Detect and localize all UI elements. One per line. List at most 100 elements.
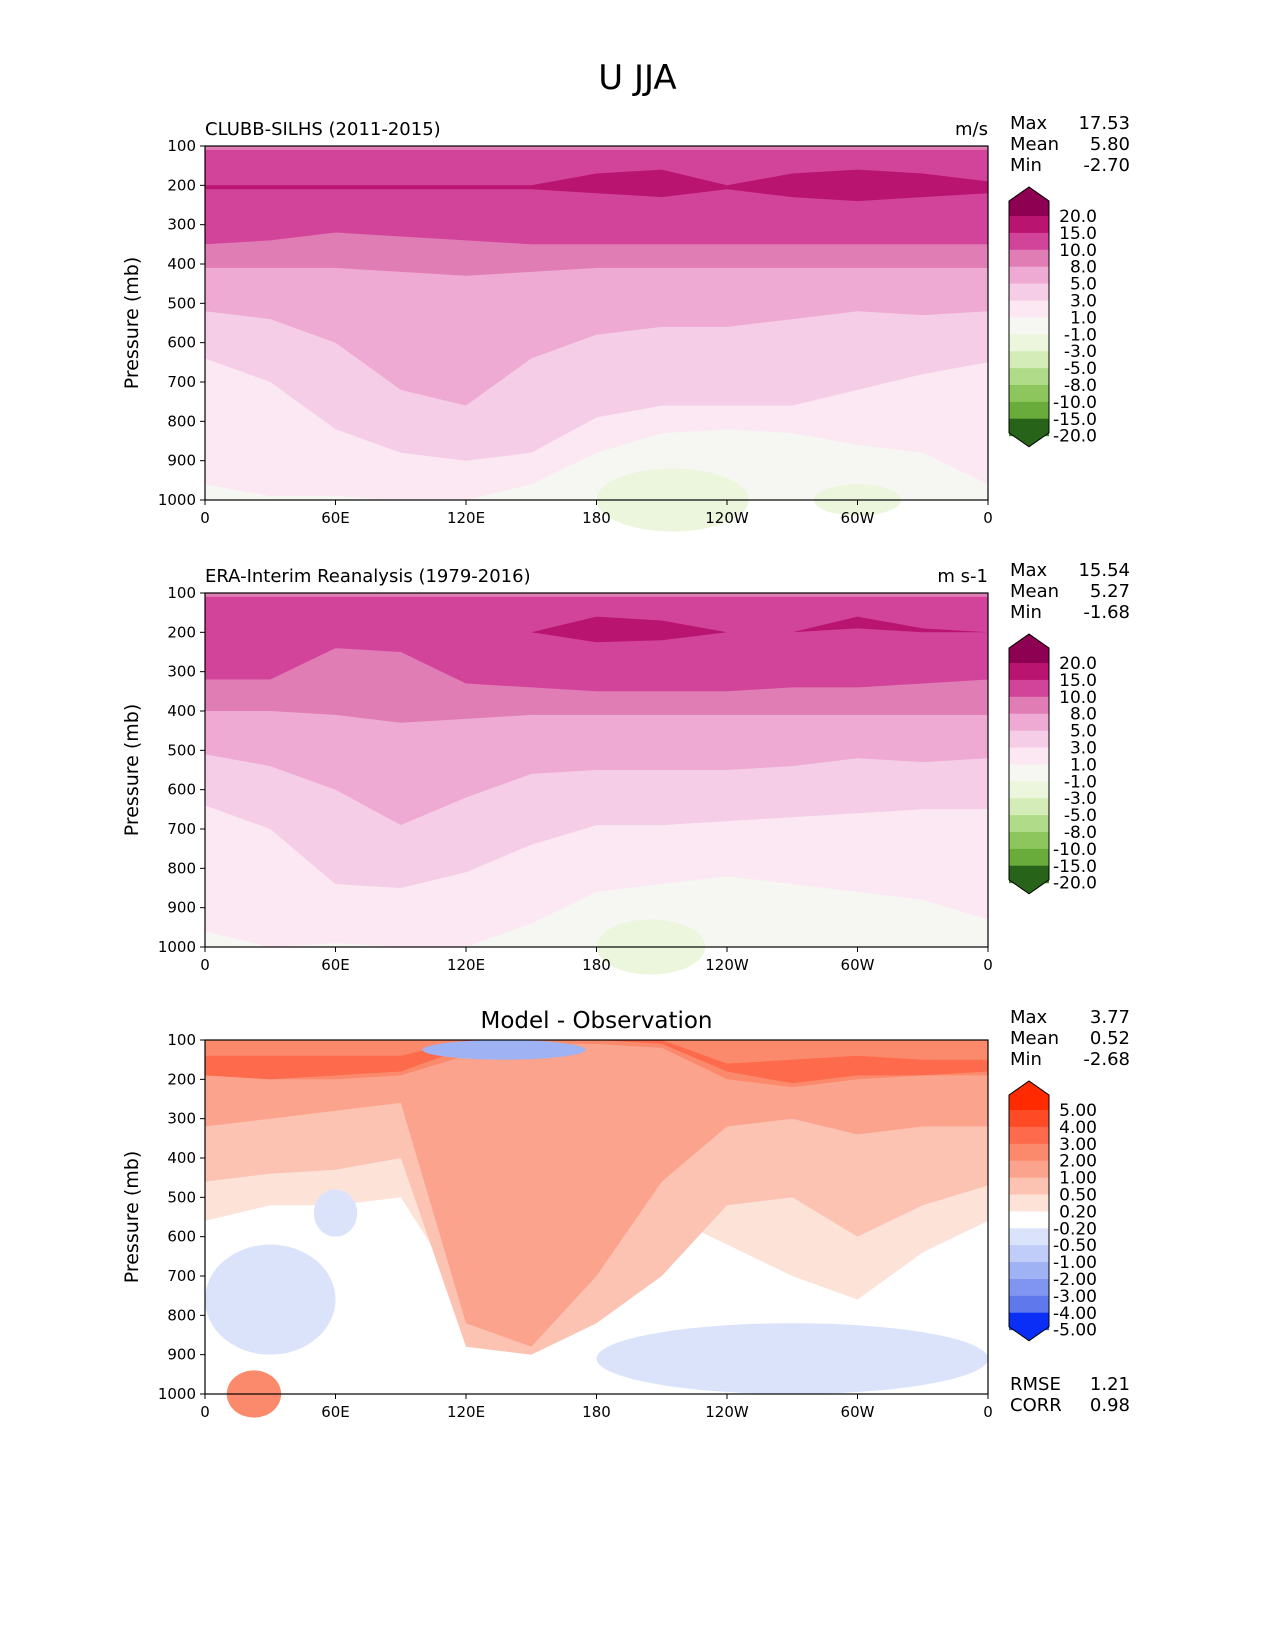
colorbar-extend-top	[1009, 1081, 1049, 1110]
colorbar-segment	[1009, 663, 1049, 681]
panel-title: CLUBB-SILHS (2011-2015)	[205, 119, 441, 140]
stat-value-mean: 0.52	[1090, 1028, 1130, 1049]
x-tick-label: 180	[582, 956, 611, 974]
colorbar-segment	[1009, 1177, 1049, 1195]
colorbar-level-label: 10.0	[1059, 241, 1097, 261]
colorbar-level-label: -10.0	[1053, 393, 1097, 413]
colorbar-segment	[1009, 848, 1049, 867]
colorbar-segment	[1009, 747, 1049, 765]
colorbar-segment	[1009, 832, 1049, 850]
colorbar-level-label: 8.0	[1070, 258, 1097, 278]
colorbar-segment	[1009, 401, 1049, 420]
colorbar-level-label: -5.0	[1064, 806, 1097, 826]
colorbar-extend-bottom	[1009, 1312, 1049, 1341]
stat-label-mean: Mean	[1010, 134, 1059, 155]
stat-label-mean: Mean	[1010, 581, 1059, 602]
colorbar-level-label: 15.0	[1059, 671, 1097, 691]
colorbar-segment	[1009, 351, 1049, 369]
x-tick-label: 120W	[705, 509, 749, 527]
y-tick-label: 700	[167, 1267, 196, 1285]
y-tick-label: 200	[167, 623, 196, 641]
colorbar-level-label: -5.00	[1053, 1321, 1097, 1341]
colorbar-segment	[1009, 713, 1049, 732]
colorbar-segment	[1009, 1143, 1049, 1162]
stat-value-corr: 0.98	[1090, 1395, 1130, 1416]
y-tick-label: 100	[167, 584, 196, 602]
colorbar-segment	[1009, 1295, 1049, 1314]
colorbar-segment	[1009, 798, 1049, 816]
y-tick-label: 800	[167, 412, 196, 430]
colorbar-extend-bottom	[1009, 418, 1049, 447]
y-tick-label: 400	[167, 702, 196, 720]
colorbar-level-label: -1.0	[1064, 325, 1097, 345]
colorbar-level-label: 1.0	[1070, 755, 1097, 775]
y-tick-label: 400	[167, 255, 196, 273]
y-tick-label: 700	[167, 820, 196, 838]
y-tick-label: 1000	[158, 1385, 196, 1403]
figure-title: U JJA	[598, 58, 677, 98]
colorbar-segment	[1009, 1126, 1049, 1145]
colorbar-level-label: 5.00	[1059, 1101, 1097, 1121]
y-tick-label: 100	[167, 137, 196, 155]
stat-label-max: Max	[1010, 113, 1048, 134]
y-tick-label: 800	[167, 1306, 196, 1324]
colorbar-segment	[1009, 317, 1049, 335]
colorbar-segment	[1009, 385, 1049, 403]
panel-units: m/s	[955, 119, 988, 140]
colorbar-level-label: -4.00	[1053, 1304, 1097, 1324]
y-tick-label: 800	[167, 859, 196, 877]
contour-band	[205, 616, 988, 643]
y-tick-label: 600	[167, 781, 196, 799]
contour-band	[205, 149, 988, 245]
x-tick-label: 0	[200, 509, 210, 527]
colorbar-level-label: -20.0	[1053, 874, 1097, 894]
stat-value-mean: 5.80	[1090, 134, 1130, 155]
colorbar-level-label: 10.0	[1059, 688, 1097, 708]
contour-band	[205, 169, 988, 202]
x-tick-label: 180	[582, 509, 611, 527]
colorbar-segment	[1009, 334, 1049, 352]
colorbar-outline	[1008, 186, 1050, 448]
colorbar-level-label: 3.0	[1070, 739, 1097, 759]
colorbar-segment	[1009, 764, 1049, 782]
colorbar-outline	[1008, 633, 1050, 895]
stat-value-min: -2.70	[1083, 155, 1130, 176]
y-tick-label: 100	[167, 1031, 196, 1049]
y-tick-label: 700	[167, 373, 196, 391]
colorbar-level-label: 4.00	[1059, 1118, 1097, 1138]
stat-value-max: 3.77	[1090, 1007, 1130, 1028]
contour-band	[205, 1040, 988, 1347]
colorbar-segment	[1009, 1110, 1049, 1128]
y-tick-label: 300	[167, 216, 196, 234]
y-tick-label: 300	[167, 1110, 196, 1128]
x-tick-label: 60W	[841, 509, 875, 527]
colorbar-level-label: -8.0	[1064, 376, 1097, 396]
stat-value-mean: 5.27	[1090, 581, 1130, 602]
x-tick-label: 60E	[321, 956, 350, 974]
colorbar-segment	[1009, 696, 1049, 715]
stat-value-rmse: 1.21	[1090, 1374, 1130, 1395]
colorbar-level-label: 15.0	[1059, 224, 1097, 244]
stat-value-min: -2.68	[1083, 1049, 1130, 1070]
colorbar-level-label: -3.0	[1064, 342, 1097, 362]
colorbar-level-label: 20.0	[1059, 654, 1097, 674]
colorbar-segment	[1009, 1245, 1049, 1263]
colorbar-segment	[1009, 300, 1049, 318]
stat-label-corr: CORR	[1010, 1395, 1062, 1416]
colorbar-level-label: 3.0	[1070, 292, 1097, 312]
colorbar-segment	[1009, 283, 1049, 301]
x-tick-label: 60W	[841, 956, 875, 974]
y-axis-label: Pressure (mb)	[121, 1151, 143, 1284]
x-tick-label: 60W	[841, 1403, 875, 1421]
y-tick-label: 900	[167, 1346, 196, 1364]
stat-label-min: Min	[1010, 1049, 1042, 1070]
colorbar-level-label: -2.00	[1053, 1270, 1097, 1290]
stat-label-mean: Mean	[1010, 1028, 1059, 1049]
x-tick-label: 120W	[705, 1403, 749, 1421]
x-tick-label: 60E	[321, 1403, 350, 1421]
stat-label-max: Max	[1010, 560, 1048, 581]
y-tick-label: 500	[167, 1188, 196, 1206]
